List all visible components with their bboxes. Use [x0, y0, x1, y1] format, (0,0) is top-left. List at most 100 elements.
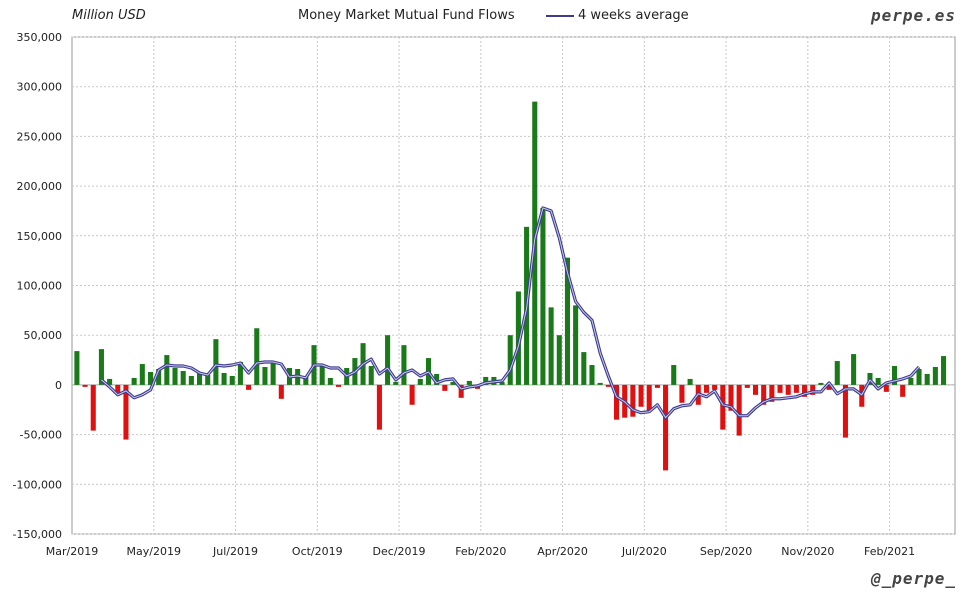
outflow-bar: [123, 384, 129, 440]
inflow-bar: [499, 381, 505, 385]
outflow-bar: [613, 384, 620, 420]
y-tick-label: 300,000: [17, 81, 63, 94]
outflow-bar: [458, 384, 464, 398]
outflow-bar: [663, 384, 669, 471]
inflow-bar: [303, 376, 309, 385]
outflow-bar: [826, 384, 832, 390]
y-tick-label: -50,000: [20, 429, 62, 442]
outflow-bar: [785, 384, 791, 395]
outflow-bar: [703, 384, 709, 393]
legend-label: 4 weeks average: [578, 8, 689, 23]
inflow-bar: [687, 378, 693, 385]
y-tick-label: 100,000: [17, 280, 63, 293]
x-tick-label: Mar/2019: [46, 545, 98, 558]
outflow-bar: [90, 384, 96, 431]
inflow-bar: [156, 368, 162, 385]
inflow-bar: [213, 339, 219, 385]
inflow-bar: [180, 370, 186, 385]
inflow-bar: [875, 377, 881, 385]
inflow-bar: [507, 335, 513, 385]
outflow-bar: [842, 384, 848, 438]
inflow-bar: [671, 365, 677, 385]
outflow-bar: [442, 384, 448, 391]
inflow-bar: [556, 335, 562, 385]
outflow-bar: [900, 384, 906, 397]
chart-title: Money Market Mutual Fund Flows: [298, 8, 515, 23]
outflow-bar: [82, 384, 88, 387]
outflow-bar: [376, 384, 382, 430]
x-tick-label: Dec/2019: [373, 545, 426, 558]
inflow-bar: [401, 345, 407, 385]
outflow-bar: [712, 384, 718, 390]
inflow-bar: [197, 372, 203, 385]
x-tick-label: Feb/2021: [864, 545, 915, 558]
y-tick-label: -150,000: [13, 528, 62, 541]
outflow-bar: [728, 384, 734, 411]
x-tick-label: Sep/2020: [700, 545, 752, 558]
inflow-bar: [466, 380, 472, 385]
y-unit-label: Million USD: [72, 8, 146, 23]
inflow-bar: [188, 375, 194, 385]
x-tick-label: Nov/2020: [781, 545, 834, 558]
inflow-bar: [229, 375, 235, 385]
inflow-bar: [573, 305, 579, 385]
inflow-bar: [221, 372, 227, 385]
y-tick-label: 0: [55, 379, 62, 392]
outflow-bar: [802, 384, 808, 397]
inflow-bar: [908, 377, 914, 385]
inflow-bar: [581, 352, 587, 385]
outflow-bar: [720, 384, 726, 430]
outflow-bar: [646, 384, 652, 412]
outflow-bar: [336, 384, 342, 387]
y-tick-label: 250,000: [17, 130, 63, 143]
inflow-bar: [131, 377, 137, 385]
y-tick-label: 350,000: [17, 31, 63, 44]
outflow-bar: [883, 384, 889, 392]
inflow-bar: [540, 207, 546, 385]
inflow-bar: [834, 361, 840, 385]
y-tick-label: 200,000: [17, 180, 63, 193]
inflow-bar: [139, 364, 145, 385]
inflow-bar: [254, 328, 260, 385]
inflow-bar: [483, 376, 489, 385]
inflow-bar: [417, 378, 423, 385]
outflow-bar: [679, 384, 685, 403]
outflow-bar: [777, 384, 783, 393]
x-tick-label: Feb/2020: [455, 545, 506, 558]
legend: 4 weeks average: [546, 8, 689, 23]
outflow-bar: [769, 384, 775, 402]
outflow-bar: [246, 384, 252, 390]
y-tick-label: -100,000: [13, 478, 62, 491]
x-tick-label: Oct/2019: [292, 545, 343, 558]
inflow-bar: [107, 378, 113, 385]
y-tick-label: 150,000: [17, 230, 63, 243]
inflow-bar: [74, 351, 80, 385]
inflow-bar: [548, 307, 554, 385]
outflow-bar: [744, 384, 750, 388]
x-tick-label: Jul/2019: [212, 545, 258, 558]
inflow-bar: [147, 371, 154, 385]
inflow-bar: [270, 362, 276, 385]
inflow-bar: [368, 366, 374, 385]
x-tick-label: Jul/2020: [621, 545, 667, 558]
x-tick-label: May/2019: [127, 545, 181, 558]
outflow-bar: [605, 384, 611, 387]
outflow-bar: [638, 384, 644, 407]
average-line: [101, 207, 920, 419]
inflow-bar: [327, 377, 333, 385]
inflow-bar: [916, 368, 922, 385]
inflow-bar: [434, 373, 440, 385]
outflow-bar: [654, 384, 660, 388]
inflow-bar: [164, 355, 170, 385]
inflow-bar: [924, 373, 930, 385]
inflow-bar: [385, 335, 391, 385]
brand-watermark: perpe.es: [870, 6, 956, 25]
inflow-bar: [851, 354, 857, 385]
outflow-bar: [761, 384, 767, 405]
inflow-bar: [941, 356, 947, 385]
inflow-bar: [597, 382, 603, 385]
inflow-bar: [818, 382, 824, 385]
inflow-bar: [205, 374, 211, 385]
outflow-bar: [736, 384, 742, 436]
inflow-bar: [589, 365, 595, 385]
